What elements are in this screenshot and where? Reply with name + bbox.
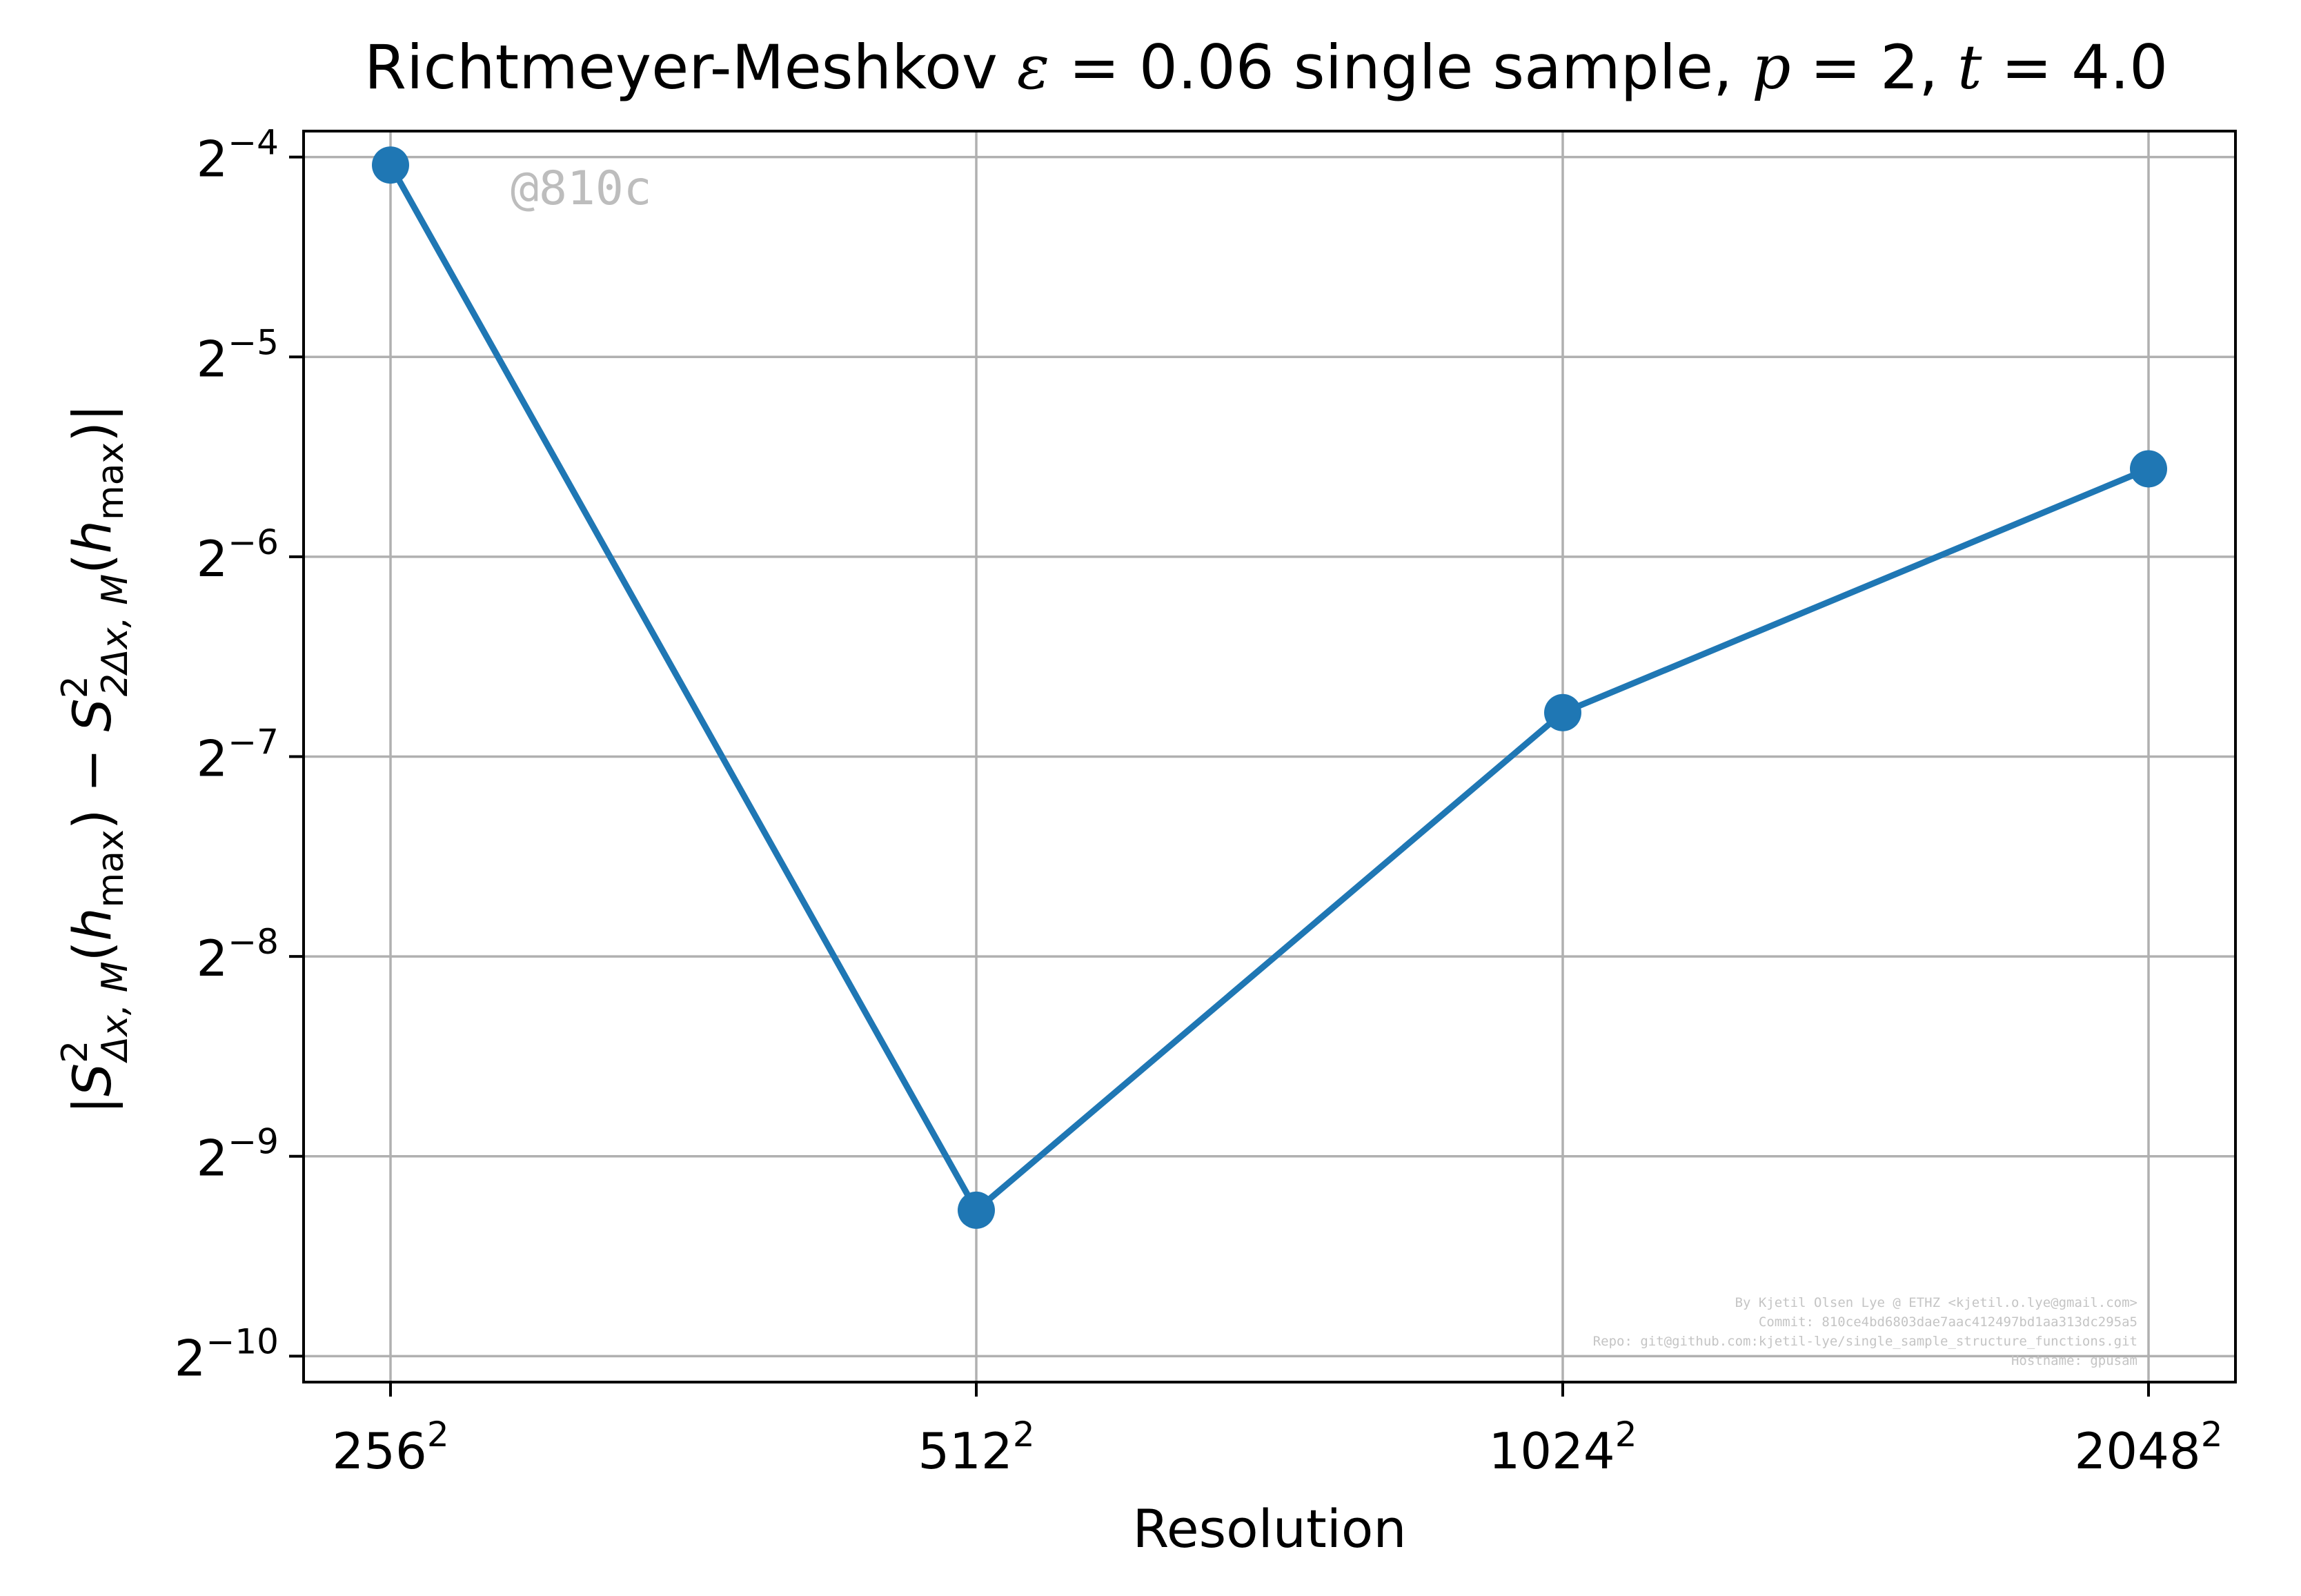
x-tick-label: 20482 (2074, 1415, 2222, 1480)
watermark-label: @810c (511, 161, 652, 216)
series-layer (372, 146, 2167, 1229)
tick-layer: 2562 5122 10242 20482 2−4 2−5 2−6 2−7 2−8 2−9 2−10 (175, 123, 2223, 1480)
credit-author: By Kjetil Olsen Lye @ ETHZ <kjetil.o.lye… (1735, 1295, 2137, 1310)
plot-area (302, 130, 2237, 1383)
credit-hostname: Hostname: gpusam (2011, 1353, 2137, 1368)
svg-text:|S2Δx, M(hmax) − S22Δx, M(hmax: |S2Δx, M(hmax) − S22Δx, M(hmax)| (55, 404, 136, 1114)
data-point (2130, 450, 2167, 488)
y-tick-label: 2−7 (196, 722, 279, 788)
x-tick-label: 10242 (1488, 1415, 1637, 1480)
data-point (958, 1191, 995, 1229)
credits-block: By Kjetil Olsen Lye @ ETHZ <kjetil.o.lye… (1593, 1295, 2137, 1368)
x-axis-label: Resolution (1132, 1498, 1406, 1559)
credit-commit: Commit: 810ce4bd6803dae7aac412497bd1aa31… (1759, 1314, 2137, 1330)
data-point (372, 146, 409, 184)
chart-title: Richtmeyer-Meshkov ε = 0.06 single sampl… (364, 32, 2168, 103)
x-tick-label: 5122 (918, 1415, 1034, 1480)
grid-layer (304, 131, 2235, 1382)
y-axis-label: |S2Δx, M(hmax) − S22Δx, M(hmax)| (55, 404, 136, 1114)
y-tick-label: 2−9 (196, 1122, 279, 1188)
y-tick-label: 2−8 (196, 922, 279, 987)
y-tick-label: 2−10 (175, 1321, 279, 1387)
x-tick-label: 2562 (332, 1415, 448, 1480)
y-tick-label: 2−4 (196, 123, 279, 188)
y-tick-label: 2−6 (196, 522, 279, 588)
credit-repo: Repo: git@github.com:kjetil-lye/single_s… (1593, 1334, 2137, 1349)
series-line (387, 161, 2152, 1214)
data-point (1544, 693, 1581, 731)
y-tick-label: 2−5 (196, 322, 279, 388)
